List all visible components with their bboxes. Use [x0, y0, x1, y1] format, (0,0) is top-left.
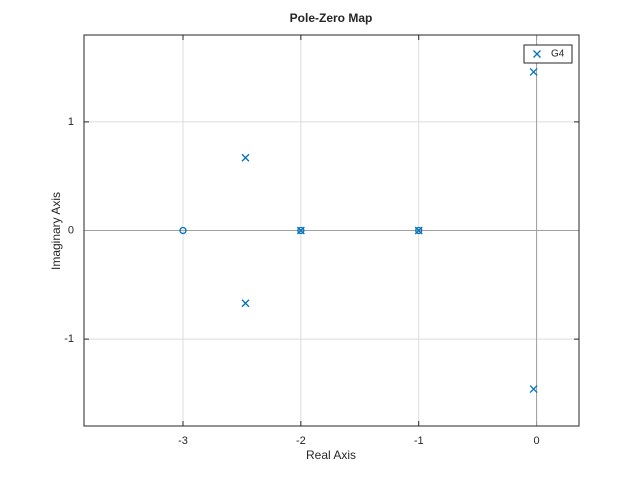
x-tick-label: -2	[296, 435, 306, 447]
x-axis-label: Real Axis	[306, 448, 356, 462]
zero-marker	[179, 226, 187, 235]
zero-marker	[415, 226, 423, 235]
zero-marker	[297, 226, 305, 235]
plot-frame	[83, 34, 580, 427]
y-tick-label: -1	[64, 333, 74, 345]
x-tick-label: -1	[414, 435, 424, 447]
pole-marker	[529, 385, 538, 394]
pole-marker	[241, 299, 250, 308]
pole-marker	[529, 67, 538, 76]
y-axis-label: Imaginary Axis	[49, 192, 63, 270]
x-tick-label: 0	[534, 435, 540, 447]
legend-marker	[533, 50, 541, 58]
y-tick-label: 0	[68, 224, 74, 236]
chart-title: Pole-Zero Map	[290, 11, 373, 25]
pole-marker	[241, 153, 250, 162]
y-tick-label: 1	[68, 116, 74, 128]
legend-label: G4	[551, 49, 565, 60]
legend-box	[523, 44, 573, 64]
x-tick-label: -3	[178, 435, 188, 447]
